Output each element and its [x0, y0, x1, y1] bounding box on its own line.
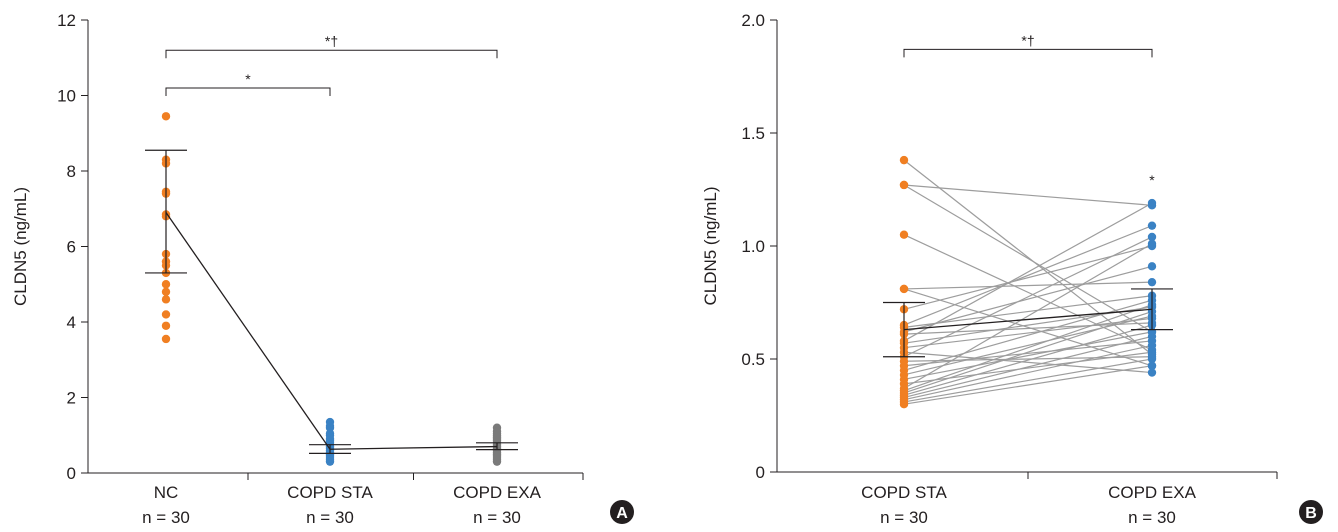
paired-line: [903, 299, 1153, 371]
data-point: [161, 310, 171, 319]
sample-size-label: n = 30: [142, 508, 190, 527]
data-point: [1147, 198, 1157, 208]
paired-line: [903, 351, 1153, 374]
data-point: [899, 284, 909, 294]
paired-line: [903, 184, 1153, 333]
panel-badge-label: B: [1305, 505, 1317, 522]
paired-line: [903, 304, 1153, 392]
y-axis-label: CLDN5 (ng/mL): [701, 186, 720, 305]
y-tick-label: 0: [67, 464, 76, 483]
paired-line: [903, 310, 1153, 394]
mean-line: [903, 308, 1153, 331]
data-point: [161, 280, 171, 289]
data-point: [1147, 221, 1157, 230]
data-point: [899, 180, 909, 190]
data-point: [1147, 341, 1157, 350]
paired-line: [903, 358, 1153, 403]
paired-line: [903, 335, 1153, 399]
data-point: [1147, 348, 1157, 357]
paired-line: [903, 225, 1153, 326]
paired-line: [903, 331, 1153, 380]
panel-badge: [1299, 500, 1323, 524]
data-point: [161, 287, 171, 296]
category-label: COPD EXA: [1108, 483, 1197, 502]
paired-line: [903, 288, 1153, 367]
paired-line: [903, 234, 1153, 351]
data-point: [1147, 354, 1157, 364]
y-tick-label: 2: [67, 389, 76, 408]
paired-line: [903, 184, 1153, 206]
data-point: [161, 321, 171, 330]
y-tick-label: 6: [67, 238, 76, 257]
paired-line: [903, 243, 1153, 389]
sample-size-label: n = 30: [1128, 508, 1176, 527]
sample-size-label: n = 30: [306, 508, 354, 527]
paired-line: [903, 202, 1153, 342]
paired-line: [903, 159, 1153, 355]
y-tick-label: 8: [67, 162, 76, 181]
data-point: [1147, 262, 1157, 271]
panel-badge-label: A: [616, 505, 628, 522]
paired-line: [903, 265, 1153, 333]
category-label: COPD STA: [287, 483, 373, 502]
data-point: [899, 230, 909, 239]
data-point: [492, 457, 502, 466]
category-label: COPD STA: [861, 483, 947, 502]
y-tick-label: 1.5: [741, 124, 765, 143]
paired-line: [903, 236, 1153, 358]
y-tick-label: 2.0: [741, 11, 765, 30]
paired-line: [903, 295, 1153, 328]
y-tick-label: 10: [57, 87, 76, 106]
significance-label: *: [245, 71, 251, 87]
category-label: COPD EXA: [453, 483, 542, 502]
mean-line: [329, 445, 498, 450]
data-point: [325, 457, 335, 466]
significance-label: *†: [1021, 32, 1034, 48]
data-point: [899, 386, 909, 395]
data-point: [1147, 277, 1157, 287]
panel-a: 0 2 4 6 8 10 12 CLDN5 (ng/mL) NC n = 30 COPD STA n …: [11, 11, 634, 527]
paired-line: [903, 365, 1153, 405]
significance-bracket: [165, 87, 331, 96]
paired-line: [903, 324, 1153, 396]
category-label: NC: [154, 483, 179, 502]
paired-line: [903, 281, 1153, 290]
data-point: [161, 112, 171, 121]
significance-bracket: [903, 48, 1153, 58]
paired-line: [903, 317, 1153, 349]
sample-size-label: n = 30: [880, 508, 928, 527]
data-point: [1147, 232, 1157, 242]
significance-label: *†: [325, 33, 338, 49]
data-point: [1147, 361, 1157, 370]
sample-size-label: n = 30: [473, 508, 521, 527]
data-point: [1147, 239, 1157, 248]
data-point: [1147, 368, 1157, 377]
y-tick-label: 0: [756, 463, 765, 482]
y-axis-label: CLDN5 (ng/mL): [11, 187, 30, 306]
paired-line: [903, 351, 1153, 385]
y-tick-label: 4: [67, 313, 76, 332]
paired-line: [903, 315, 1153, 376]
panel-b: 0 0.5 1.0 1.5 2.0 CLDN5 (ng/mL) COPD STA n = 30…: [701, 11, 1323, 527]
paired-line: [903, 344, 1153, 401]
significance-bracket: [165, 49, 498, 59]
data-point: [899, 155, 909, 165]
significance-label: *: [1149, 172, 1155, 188]
y-tick-label: 0.5: [741, 350, 765, 369]
data-point: [899, 400, 909, 409]
paired-line: [903, 340, 1153, 367]
panel-badge: [610, 500, 634, 524]
data-point: [161, 334, 171, 344]
y-tick-label: 1.0: [741, 237, 765, 256]
mean-line: [165, 212, 331, 450]
y-tick-label: 12: [57, 11, 76, 30]
data-point: [1147, 332, 1157, 341]
data-point: [161, 295, 171, 304]
